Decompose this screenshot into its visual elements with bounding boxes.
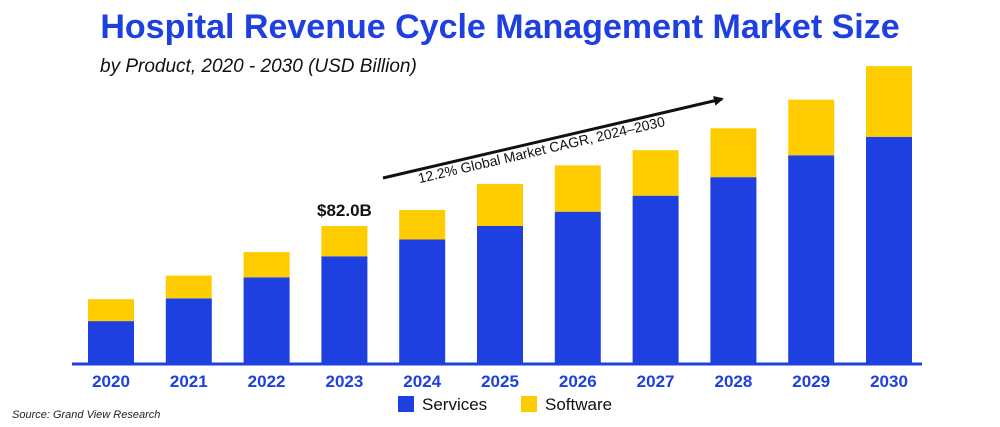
bar-services-2028 [710, 177, 757, 364]
bar-services-2026 [554, 211, 601, 364]
bar-software-2027 [632, 150, 679, 196]
bar-software-2025 [477, 183, 523, 226]
bar-services-2020 [88, 321, 134, 364]
source-note: Source: Grand View Research [12, 409, 161, 421]
x-tick-label-2021: 2021 [170, 372, 208, 391]
x-tick-label-2022: 2022 [248, 372, 286, 391]
bar-software-2029 [788, 99, 835, 156]
x-tick-label-2020: 2020 [92, 372, 130, 391]
cagr-annotation: 12.2% Global Market CAGR, 2024–2030 [416, 113, 666, 186]
x-tick-label-2027: 2027 [637, 372, 675, 391]
bar-software-2026 [554, 165, 601, 212]
bar-services-2024 [399, 239, 446, 364]
bar-software-2021 [165, 275, 212, 299]
bar-services-2021 [165, 298, 212, 365]
x-tick-label-2023: 2023 [325, 372, 363, 391]
bar-software-2020 [88, 299, 134, 322]
bar-software-2022 [243, 252, 290, 278]
chart-title: Hospital Revenue Cycle Management Market… [100, 8, 900, 46]
x-tick-label-2026: 2026 [559, 372, 597, 391]
x-tick-label-2024: 2024 [403, 372, 441, 391]
bar-services-2029 [788, 155, 835, 364]
legend-label-services: Services [422, 395, 487, 414]
value-label-2023: $82.0B [317, 201, 372, 220]
bar-software-2023 [321, 226, 368, 257]
x-tick-label-2028: 2028 [714, 372, 752, 391]
bar-services-2022 [243, 277, 290, 364]
bar-services-2023 [321, 256, 368, 364]
chart-subtitle: by Product, 2020 - 2030 (USD Billion) [100, 56, 417, 77]
x-tick-label-2025: 2025 [481, 372, 519, 391]
x-tick-label-2029: 2029 [792, 372, 830, 391]
legend: Services Software [398, 395, 612, 414]
bar-software-2030 [866, 66, 912, 137]
bar-software-2028 [710, 128, 757, 178]
bar-services-2030 [866, 136, 912, 365]
bar-software-2024 [399, 210, 446, 240]
legend-swatch-services [398, 396, 414, 412]
cagr-arrow [382, 95, 724, 180]
bar-services-2025 [477, 226, 523, 364]
legend-label-software: Software [545, 395, 612, 414]
legend-swatch-software [521, 396, 537, 412]
x-tick-label-2030: 2030 [870, 372, 908, 391]
bar-services-2027 [632, 195, 679, 364]
